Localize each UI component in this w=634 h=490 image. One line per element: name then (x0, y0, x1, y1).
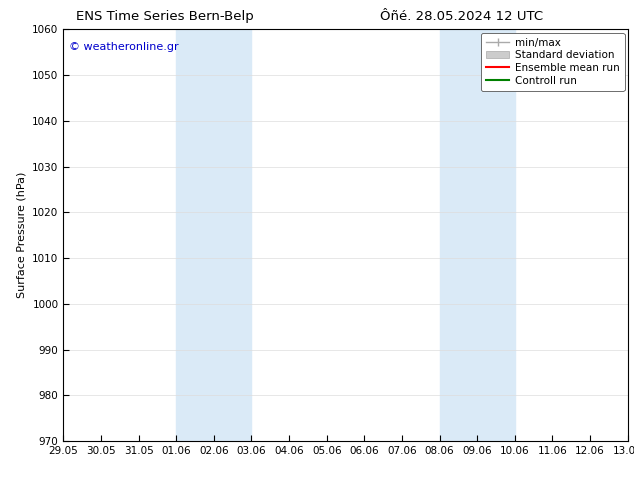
Bar (439, 29, 515, 441)
Legend: min/max, Standard deviation, Ensemble mean run, Controll run: min/max, Standard deviation, Ensemble me… (481, 32, 624, 91)
Text: Ôñé. 28.05.2024 12 UTC: Ôñé. 28.05.2024 12 UTC (380, 10, 543, 23)
Text: © weatheronline.gr: © weatheronline.gr (69, 42, 179, 52)
Bar (176, 29, 252, 441)
Y-axis label: Surface Pressure (hPa): Surface Pressure (hPa) (16, 172, 27, 298)
Text: ENS Time Series Bern-Belp: ENS Time Series Bern-Belp (76, 10, 254, 23)
